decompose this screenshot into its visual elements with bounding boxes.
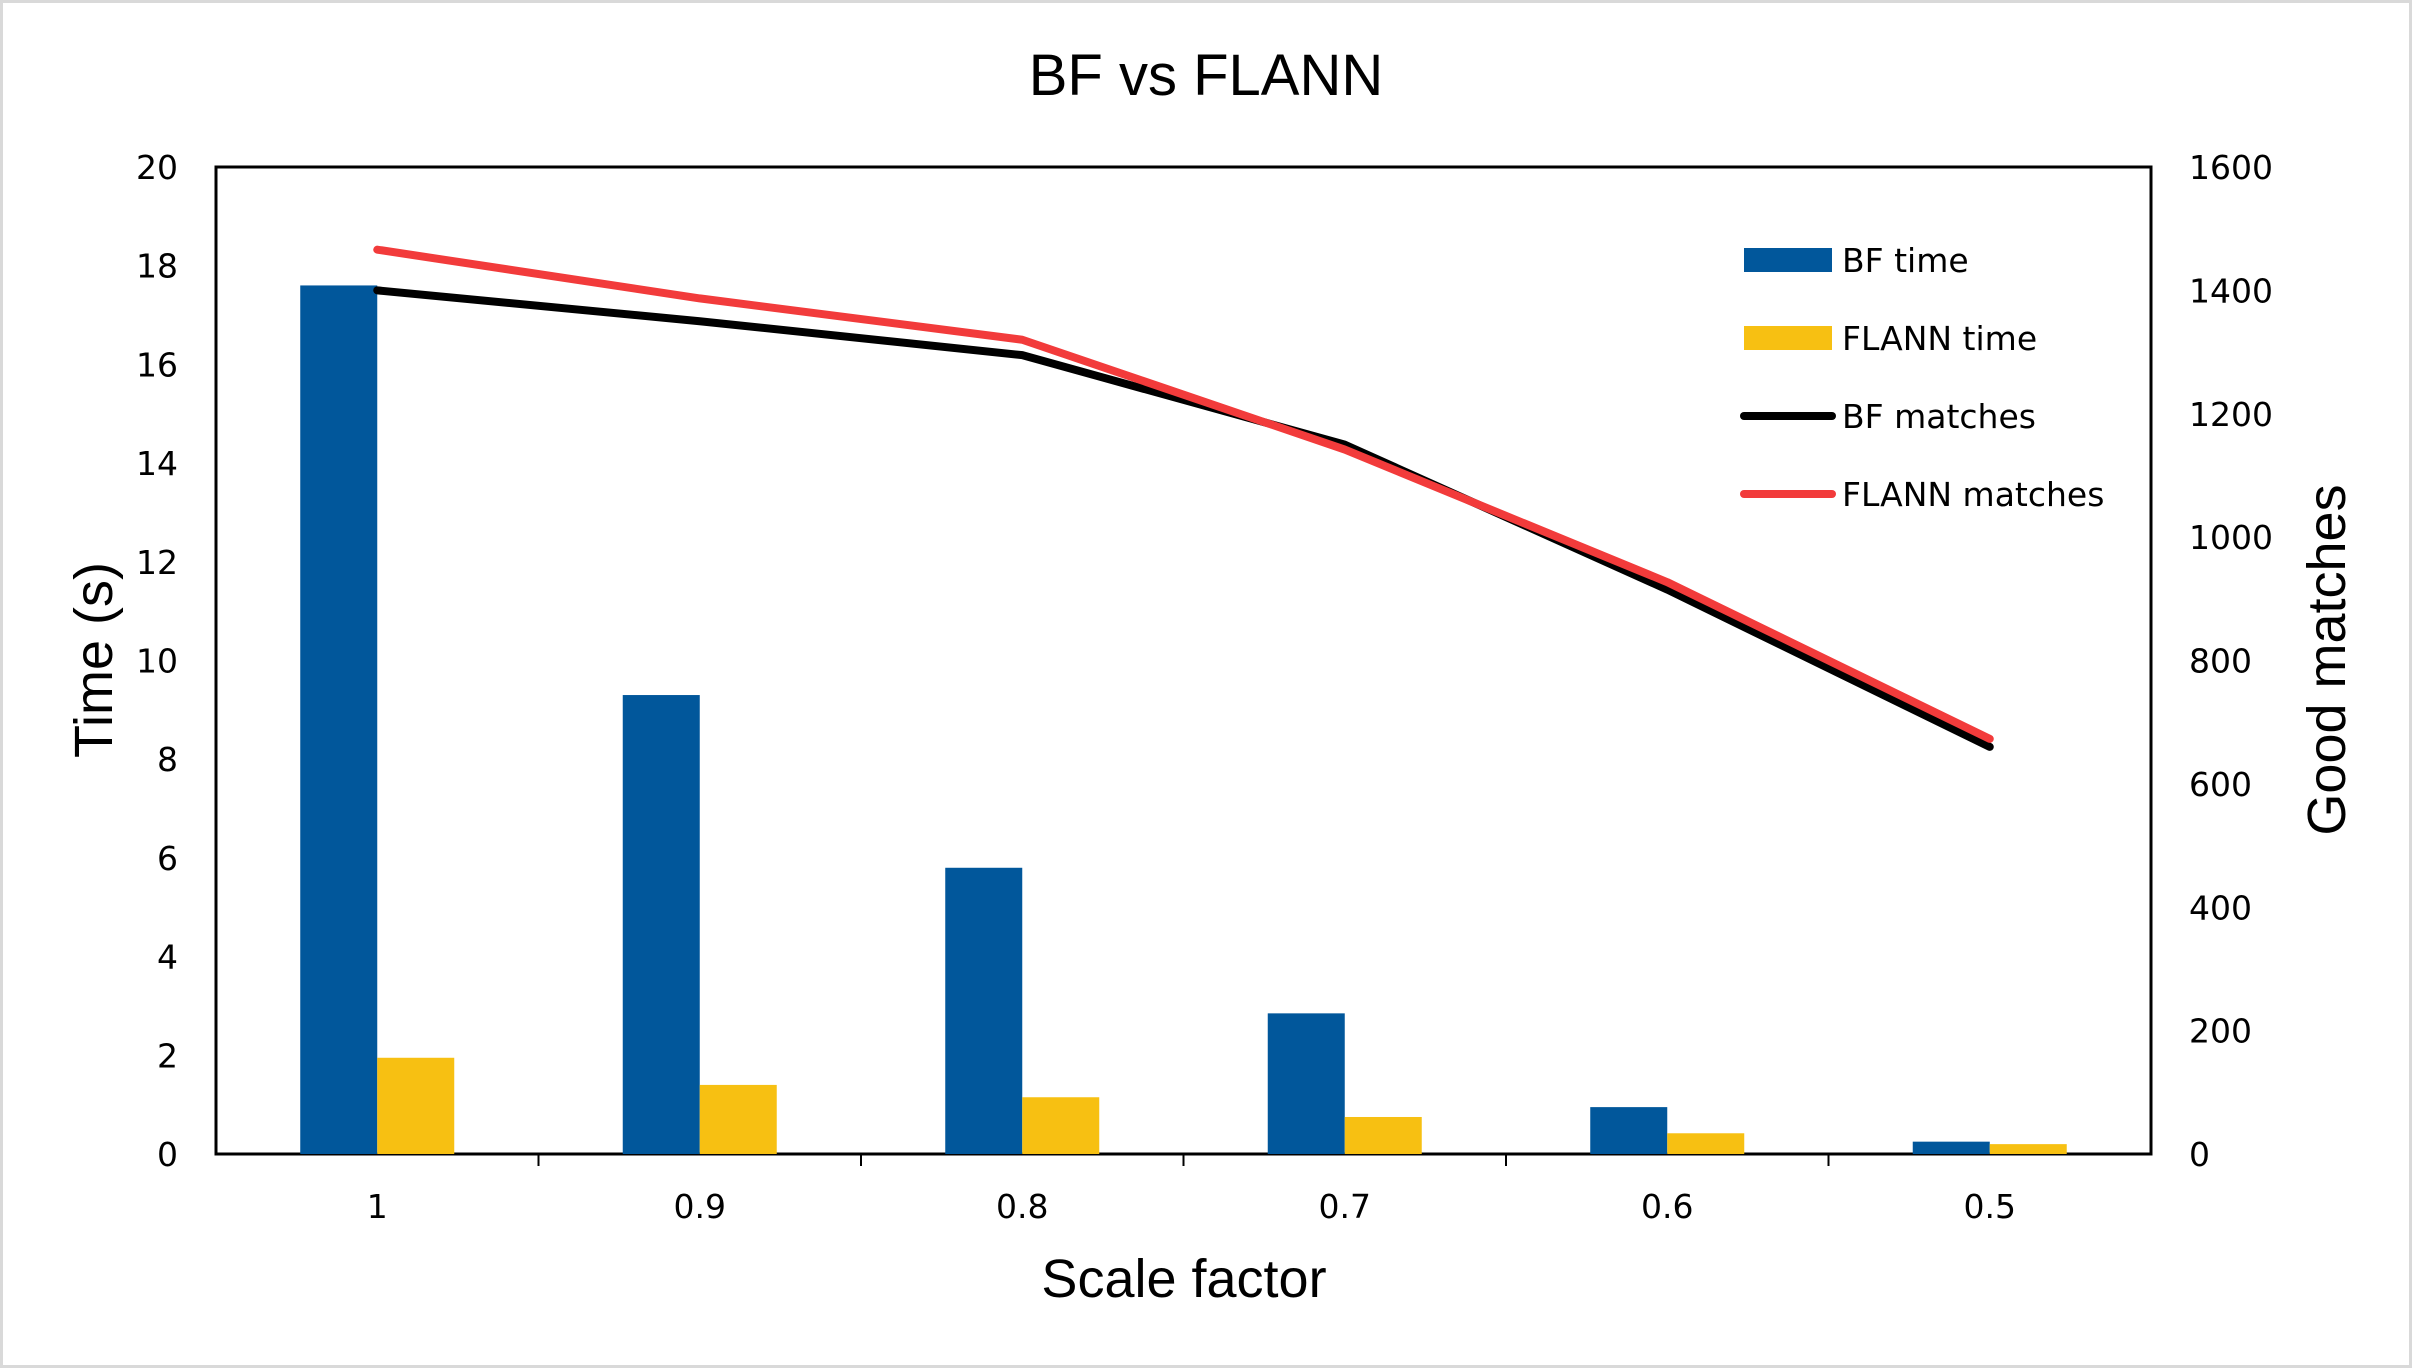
x-axis-tick-labels: 1 0.9 0.8 0.7 0.6 0.5 [367,1187,2016,1226]
y2-axis-title: Good matches [2297,484,2357,835]
y-tick-label: 8 [157,740,178,779]
y-tick-label: 12 [136,543,178,582]
x-axis-ticks [537,1154,1830,1166]
y2-axis-tick-labels: 0 200 400 600 800 1000 1200 1400 1600 [2189,148,2273,1174]
bar-flann-time-1 [699,1084,777,1154]
y2-tick-label: 400 [2189,888,2252,927]
bar-flann-time-4 [1667,1133,1745,1154]
bar-flann-time-2 [1022,1097,1100,1154]
x-tick-label: 0.6 [1641,1187,1693,1226]
y-axis-tick-labels: 0 2 4 6 8 10 12 14 16 18 20 [136,148,178,1174]
y2-tick-label: 600 [2189,765,2252,804]
y2-tick-label: 1200 [2189,395,2273,434]
y-axis-title: Time (s) [64,562,124,758]
bar-flann-time-0 [377,1057,455,1154]
x-tick-label: 0.9 [674,1187,726,1226]
y2-tick-label: 0 [2189,1135,2210,1174]
x-tick-label: 0.5 [1964,1187,2016,1226]
x-tick-label: 0.8 [996,1187,1048,1226]
x-tick-label: 0.7 [1319,1187,1371,1226]
x-axis-title: Scale factor [1041,1249,1326,1309]
line-flann-matches [373,245,1994,743]
y2-tick-label: 1000 [2189,518,2273,557]
legend: BF time FLANN time BF matches FLANN matches [1740,241,2104,514]
bar-bf-time-5 [1912,1141,1990,1154]
x-tick-label: 1 [367,1187,388,1226]
line-bf-matches [373,286,1994,751]
y-tick-label: 0 [157,1135,178,1174]
bar-bf-time-0 [300,285,378,1154]
y2-tick-label: 800 [2189,642,2252,681]
y-tick-label: 16 [136,345,178,384]
bar-bf-time-1 [622,695,700,1154]
y-tick-label: 14 [136,444,178,483]
y-tick-label: 18 [136,247,178,286]
y-tick-label: 10 [136,642,178,681]
legend-label-flann-time: FLANN time [1842,319,2037,358]
legend-label-flann-matches: FLANN matches [1842,475,2104,514]
bar-bf-time-3 [1267,1013,1345,1154]
bar-flann-time-3 [1344,1116,1422,1154]
bar-bf-time-4 [1590,1107,1668,1154]
bar-bf-time-2 [945,867,1023,1154]
bar-flann-time-5 [1989,1144,2067,1154]
y-tick-label: 20 [136,148,178,187]
y-tick-label: 2 [157,1036,178,1075]
legend-label-bf-matches: BF matches [1842,397,2036,436]
legend-swatch-bf-time [1744,248,1832,272]
y-tick-label: 6 [157,839,178,878]
y-tick-label: 4 [157,938,178,977]
chart-title: BF vs FLANN [1029,43,1384,108]
bars-layer [300,285,2067,1154]
lines-layer [373,245,1994,751]
legend-label-bf-time: BF time [1842,241,1969,280]
y2-tick-label: 1400 [2189,271,2273,310]
y2-tick-label: 200 [2189,1012,2252,1051]
y2-tick-label: 1600 [2189,148,2273,187]
legend-swatch-flann-time [1744,326,1832,350]
